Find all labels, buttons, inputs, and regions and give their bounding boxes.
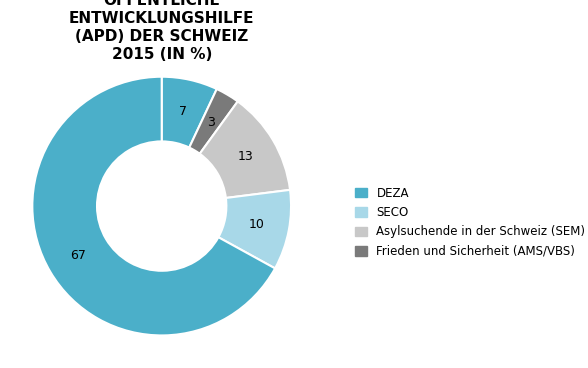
- Wedge shape: [218, 190, 291, 268]
- Text: 7: 7: [179, 105, 187, 118]
- Text: ÖFFENTLICHE
ENTWICKLUNGSHILFE
(APD) DER SCHWEIZ
2015 (IN %): ÖFFENTLICHE ENTWICKLUNGSHILFE (APD) DER …: [69, 0, 255, 61]
- Text: 13: 13: [238, 150, 253, 163]
- Text: 10: 10: [249, 218, 265, 231]
- Wedge shape: [162, 77, 217, 148]
- Legend: DEZA, SECO, Asylsuchende in der Schweiz (SEM), Frieden und Sicherheit (AMS/VBS): DEZA, SECO, Asylsuchende in der Schweiz …: [355, 187, 586, 258]
- Wedge shape: [189, 89, 238, 154]
- Wedge shape: [200, 102, 290, 198]
- Text: 67: 67: [70, 249, 86, 262]
- Wedge shape: [32, 77, 275, 336]
- Text: 3: 3: [207, 116, 215, 129]
